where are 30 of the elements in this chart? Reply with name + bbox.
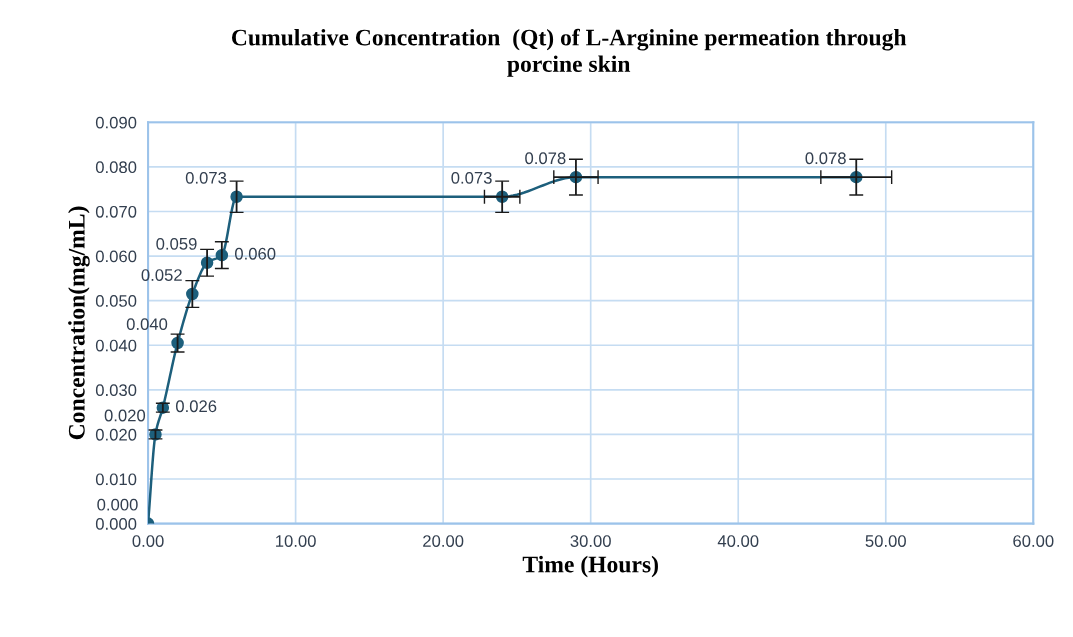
x-tick-label: 30.00 (570, 535, 611, 547)
data-label: 0.073 (185, 171, 227, 184)
x-tick-label: 10.00 (276, 535, 316, 547)
x-tick-label: 0.00 (132, 535, 164, 547)
data-label: 0.020 (104, 409, 146, 422)
y-tick-label: 0.090 (95, 116, 137, 129)
data-label: 0.078 (805, 152, 846, 165)
data-label: 0.073 (451, 171, 492, 184)
data-label: 0.040 (126, 318, 168, 331)
x-tick-label: 40.00 (717, 535, 759, 547)
data-label: 0.052 (141, 269, 182, 281)
x-tick-label: 60.00 (1013, 535, 1054, 547)
x-tick-label: 50.00 (865, 535, 906, 547)
y-tick-label: 0.060 (95, 250, 137, 263)
y-tick-label: 0.030 (95, 384, 137, 397)
y-axis-title: Concentration(mg/mL) (68, 206, 90, 440)
x-tick-label: 20.00 (423, 535, 464, 547)
data-label: 0.078 (525, 152, 566, 165)
y-tick-label: 0.070 (95, 205, 137, 218)
data-label: 0.059 (156, 237, 197, 250)
y-tick-label: 0.080 (95, 161, 137, 174)
chart-title: Cumulative Concentration (Qt) of L-Arginine permeation through porcine skin (231, 28, 907, 77)
y-tick-label: 0.010 (95, 473, 137, 486)
data-label: 0.026 (175, 400, 217, 413)
y-tick-label: 0.050 (95, 295, 137, 307)
y-tick-label: 0.000 (95, 518, 137, 530)
data-label: 0.060 (234, 247, 276, 260)
y-tick-label: 0.020 (95, 428, 137, 441)
x-axis-title: Time (Hours) (522, 555, 658, 578)
y-tick-label: 0.040 (95, 339, 137, 352)
